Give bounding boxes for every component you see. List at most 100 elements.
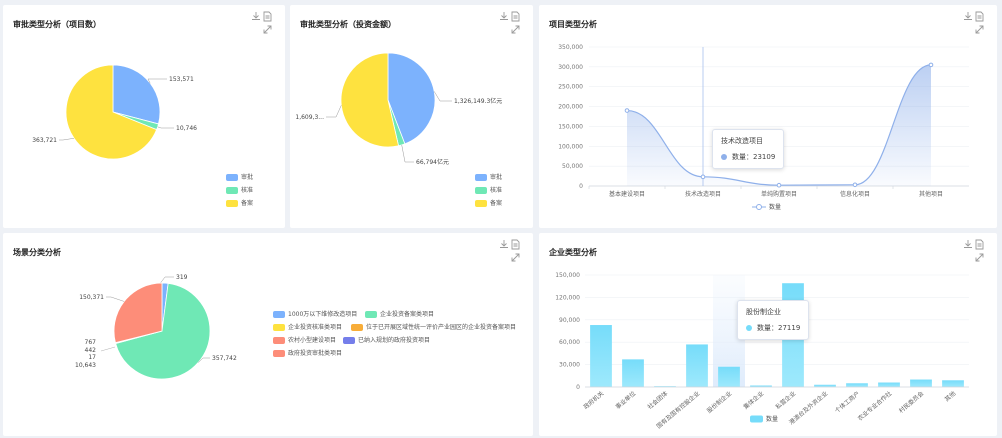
- y-tick-label: 150,000: [555, 272, 580, 279]
- toolbar-icons: [500, 11, 520, 34]
- label-line: [100, 346, 116, 352]
- data-label: 442: [85, 347, 97, 354]
- tooltip: 股份制企业 数量：27119: [737, 300, 810, 340]
- pie-slice-0[interactable]: [387, 52, 436, 145]
- y-tick-label: 0: [576, 384, 580, 391]
- panel-enterprise-type: 企业类型分析 0 30,000 60,000 90,000 120,000 150,000…: [539, 233, 997, 436]
- data-label: 363,721: [32, 137, 57, 144]
- tooltip-title: 股份制企业: [746, 308, 781, 316]
- legend-swatch: [475, 174, 487, 181]
- bar[interactable]: [814, 384, 836, 387]
- legend-item[interactable]: 备案: [475, 198, 502, 207]
- data-point[interactable]: [776, 182, 782, 188]
- tooltip-value: 27119: [778, 324, 801, 332]
- legend-item[interactable]: 核准: [475, 185, 502, 194]
- document-icon[interactable]: [511, 11, 520, 22]
- expand-icon[interactable]: [511, 25, 520, 34]
- bar[interactable]: [622, 359, 644, 387]
- panel-tools: [499, 11, 525, 37]
- document-icon[interactable]: [263, 11, 272, 22]
- label-line: [147, 78, 167, 84]
- data-point[interactable]: [700, 174, 706, 180]
- document-icon[interactable]: [975, 239, 984, 250]
- legend-swatch: [351, 324, 363, 331]
- panel-project-type: 项目类型分析 0 50,000 100,000 150,000 200,000 250,0…: [539, 5, 997, 228]
- legend-label: 1000万以下维修改造项目: [288, 311, 358, 318]
- label-line: [197, 357, 210, 363]
- bar[interactable]: [750, 385, 772, 387]
- panel-title: 项目类型分析: [549, 20, 597, 29]
- legend-swatch: [273, 324, 285, 331]
- tooltip-dot: [721, 154, 727, 160]
- panel-tools: [251, 11, 277, 37]
- legend-item[interactable]: 政府投资审批类项目: [273, 348, 342, 357]
- download-icon[interactable]: [500, 12, 508, 20]
- toolbar-icons: [500, 239, 520, 262]
- legend-item[interactable]: 农村小型建设项目: [273, 335, 336, 344]
- expand-icon[interactable]: [975, 253, 984, 262]
- document-icon[interactable]: [511, 239, 520, 250]
- bar[interactable]: [590, 325, 612, 387]
- bar[interactable]: [910, 379, 932, 387]
- pie-slice-2[interactable]: [65, 64, 158, 160]
- document-icon[interactable]: [975, 11, 984, 22]
- legend-item[interactable]: 审批: [475, 172, 502, 181]
- legend-item[interactable]: 已纳入规划的政府投资项目: [343, 335, 430, 344]
- bar[interactable]: [718, 366, 740, 387]
- y-tick-label: 100,000: [558, 143, 583, 150]
- toolbar-icons: [252, 11, 272, 34]
- bar[interactable]: [686, 344, 708, 387]
- legend-label: 数量: [769, 203, 781, 211]
- bar[interactable]: [878, 382, 900, 387]
- legend-swatch[interactable]: [750, 415, 763, 423]
- download-icon[interactable]: [964, 12, 972, 20]
- download-icon[interactable]: [252, 12, 260, 20]
- x-tick-label: 股份制企业: [705, 389, 733, 414]
- y-tick-label: 200,000: [558, 104, 583, 111]
- panel-approval-investment: 审批类型分析（投资金额） 1,326,149.3亿元 66,794亿元 1,609,…: [290, 5, 533, 228]
- data-label: 66,794亿元: [416, 158, 449, 166]
- legend-label: 政府投资审批类项目: [288, 350, 343, 357]
- data-label: 357,742: [212, 355, 237, 362]
- legend-item[interactable]: 核准: [226, 185, 253, 194]
- data-label: 1,609,3...: [295, 114, 324, 121]
- download-icon[interactable]: [500, 240, 508, 248]
- y-tick-label: 350,000: [558, 44, 583, 51]
- legend-item[interactable]: 位于已开展区域性统一评价产业园区的企业投资备案项目: [351, 322, 516, 331]
- download-icon[interactable]: [964, 240, 972, 248]
- data-point[interactable]: [852, 182, 858, 188]
- x-tick-label: 其他: [943, 389, 957, 403]
- y-tick-label: 0: [579, 183, 583, 190]
- y-tick-label: 60,000: [559, 339, 580, 346]
- y-tick-label: 300,000: [558, 64, 583, 71]
- legend-item[interactable]: 备案: [226, 198, 253, 207]
- label-line: [401, 144, 414, 163]
- expand-icon[interactable]: [511, 253, 520, 262]
- panel-title: 审批类型分析（投资金额）: [300, 20, 396, 29]
- legend-swatch: [273, 311, 285, 318]
- legend-item[interactable]: 1000万以下维修改造项目: [273, 309, 357, 318]
- pie-slice-2[interactable]: [340, 52, 400, 148]
- data-point[interactable]: [624, 108, 630, 113]
- legend-label: 审批: [490, 174, 503, 181]
- legend-marker[interactable]: [756, 204, 762, 210]
- data-point[interactable]: [928, 62, 934, 68]
- bar-chart-enterprise-type: 0 30,000 60,000 90,000 120,000 150,000 政府机关 事业单…: [555, 272, 969, 430]
- pie-slice-0[interactable]: [112, 64, 161, 125]
- legend-item[interactable]: 企业投资备案类项目: [365, 309, 434, 318]
- bar[interactable]: [846, 383, 868, 387]
- x-tick-label: 私营企业: [774, 389, 798, 411]
- label-line: [326, 105, 342, 118]
- legend-label: 企业投资备案类项目: [380, 311, 435, 318]
- data-label: 153,571: [169, 76, 194, 83]
- legend-item[interactable]: 企业投资核准类项目: [273, 322, 342, 331]
- expand-icon[interactable]: [975, 25, 984, 34]
- expand-icon[interactable]: [263, 25, 272, 34]
- toolbar-icons: [964, 239, 984, 262]
- bar[interactable]: [942, 380, 964, 387]
- data-label: 767: [85, 339, 97, 346]
- legend-item[interactable]: 审批: [226, 172, 253, 181]
- x-tick-label: 集体企业: [742, 389, 766, 411]
- panel-approval-count: 审批类型分析（项目数） 153,571 10,746 363,721 审批 核准 备案: [3, 5, 285, 228]
